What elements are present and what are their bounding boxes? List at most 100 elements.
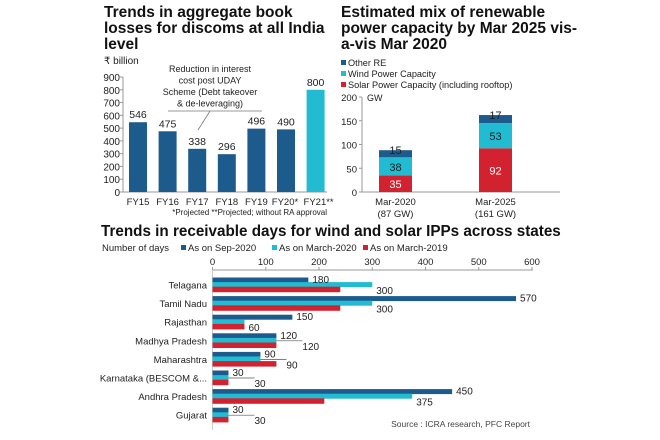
y-tick-label: 600 [103, 111, 120, 122]
bar-mar2020 [212, 412, 229, 418]
state-label: Karnataka (BESCOM &... [100, 374, 207, 385]
legend-swatch [341, 82, 346, 87]
annotation-text: Reduction in interest [169, 64, 252, 74]
x-tick-label: 200 [311, 257, 327, 268]
bar-value-label: 338 [188, 136, 206, 148]
bar-FY17 [188, 148, 207, 192]
bar-sep2020 [212, 389, 453, 395]
x-tick-label: 0 [210, 257, 215, 268]
annotation-callout [168, 110, 262, 131]
x-tick-sublabel: (161 GW) [475, 209, 516, 220]
annotation-text: Scheme (Debt takeover [163, 87, 258, 97]
bar-FY18 [217, 154, 236, 192]
source-note: Source : ICRA research, PFC Report [391, 419, 531, 429]
bar-FY16 [158, 131, 177, 192]
legend-swatch [341, 71, 346, 76]
y-tick-label: 0 [352, 188, 357, 199]
x-tick-label: 300 [364, 257, 380, 268]
legend-label: As on March-2019 [370, 243, 448, 254]
bar-mar2019 [212, 342, 277, 348]
bar-value-label: 800 [307, 77, 325, 89]
annotation-text: cost post UDAY [179, 76, 242, 86]
bar-value-label: 475 [159, 118, 177, 130]
value-label-sep2020: 570 [520, 294, 537, 305]
bar-mar2020 [212, 393, 413, 399]
bar-value-label: 490 [277, 116, 295, 128]
bar-sep2020 [212, 296, 517, 302]
bar-mar2020 [212, 282, 373, 288]
x-tick-label: FY21** [304, 197, 334, 208]
x-tick-label: FY19 [245, 197, 268, 208]
x-tick-label: 100 [258, 257, 274, 268]
x-axis-unit: Number of days [102, 243, 169, 254]
value-label-mar2020: 30 [254, 416, 266, 427]
x-tick-label: FY15 [127, 197, 150, 208]
legend-label: As on Sep-2020 [188, 243, 256, 254]
state-label: Gujarat [176, 411, 208, 422]
value-label-sep2020: 450 [456, 387, 473, 398]
x-tick-label: Mar-2020 [375, 197, 416, 208]
bar-mar2020 [212, 356, 261, 362]
state-label: Maharashtra [154, 355, 208, 366]
bar-value-label: 546 [129, 109, 147, 121]
bar-FY15 [129, 122, 147, 192]
bar-mar2019 [212, 379, 229, 386]
bar-value-label: 296 [218, 141, 236, 153]
y-tick-label: 100 [103, 175, 120, 186]
y-axis-unit: GW [367, 93, 383, 103]
x-tick-sublabel: (87 GW) [378, 209, 414, 220]
x-tick-label: Mar-2025 [475, 197, 516, 208]
legend-label: Solar Power Capacity (including rooftop) [348, 80, 512, 90]
x-tick-label: FY17 [186, 197, 209, 208]
value-label-sep2020: 90 [264, 349, 276, 360]
state-label: Andhra Pradesh [138, 392, 207, 403]
x-tick-label: FY18 [215, 197, 238, 208]
bar-sep2020 [212, 314, 293, 320]
bar-sep2020 [212, 370, 229, 376]
book-losses-title: Trends in aggregate book losses for disc… [104, 4, 325, 53]
y-tick-label: 800 [103, 86, 120, 97]
segment-value-label: 17 [489, 110, 501, 122]
value-label-mar2020: 120 [302, 342, 319, 353]
value-label-sep2020: 150 [296, 312, 313, 323]
bar-FY21 [306, 89, 325, 192]
value-label-sep2020: 30 [232, 405, 244, 416]
footnote: *Projected **Projected; without RA appro… [172, 208, 327, 217]
segment-value-label: 38 [389, 162, 401, 174]
bar-sep2020 [212, 333, 277, 339]
bar-value-label: 496 [248, 116, 266, 128]
bar-mar2019 [212, 323, 245, 330]
y-tick-label: 150 [341, 117, 357, 128]
segment-value-label: 35 [389, 179, 401, 191]
state-label: Tamil Nadu [159, 299, 207, 310]
stack-solar [479, 148, 512, 192]
segment-value-label: 15 [389, 145, 401, 157]
legend-label: As on March-2020 [279, 243, 357, 254]
y-tick-label: 900 [103, 73, 120, 84]
annotation-text: & de-leveraging) [177, 99, 243, 109]
x-tick-label: 600 [524, 257, 540, 268]
segment-value-label: 53 [489, 131, 501, 143]
y-axis-unit: ₹ billion [104, 56, 139, 67]
bar-FY19 [247, 128, 266, 192]
bar-mar2020 [212, 375, 229, 381]
bar-mar2019 [212, 286, 341, 293]
value-label-sep2020: 180 [312, 275, 329, 286]
receivable-days-title: Trends in receivable days for wind and s… [101, 223, 561, 240]
stack-solar [379, 175, 412, 192]
legend-swatch [341, 60, 346, 65]
x-tick-label: FY20* [272, 197, 299, 208]
stack-wind [379, 157, 412, 176]
y-tick-label: 50 [346, 164, 357, 175]
value-label-mar2020: 90 [286, 360, 298, 371]
bar-mar2019 [212, 398, 325, 404]
legend-swatch [181, 245, 186, 250]
y-tick-label: 200 [341, 93, 357, 104]
bar-sep2020 [212, 407, 229, 413]
y-tick-label: 100 [341, 141, 357, 152]
legend-label: Wind Power Capacity [348, 69, 436, 79]
value-label-mar2020: 375 [416, 398, 433, 409]
legend-swatch [363, 245, 368, 250]
value-label-mar2020: 300 [376, 305, 393, 316]
